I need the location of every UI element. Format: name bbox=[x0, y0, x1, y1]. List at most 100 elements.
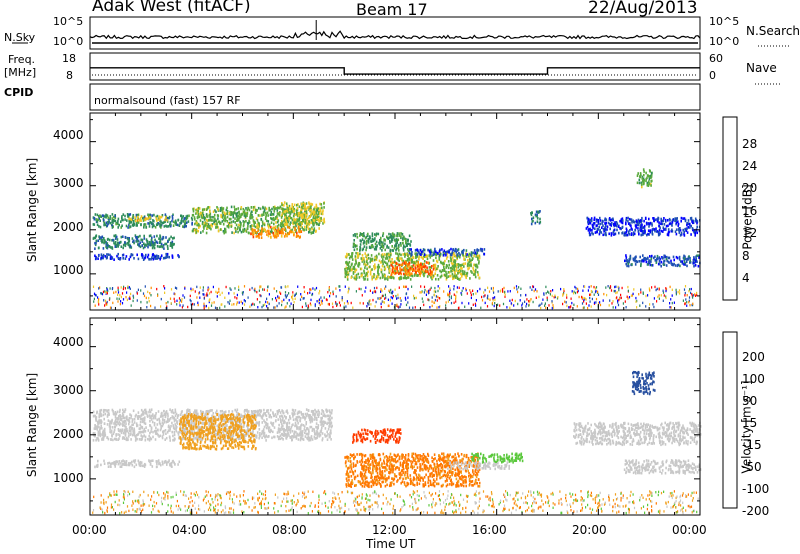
clutter-cell bbox=[543, 293, 545, 296]
echo-cell bbox=[391, 245, 393, 248]
echo-cell bbox=[206, 226, 209, 230]
echo-cell bbox=[216, 206, 218, 209]
echo-cell bbox=[631, 221, 633, 224]
echo-cell bbox=[270, 210, 273, 214]
echo-cell bbox=[384, 277, 386, 281]
echo-cell bbox=[173, 236, 175, 240]
echo-cell bbox=[137, 235, 139, 239]
echo-cell bbox=[121, 224, 123, 228]
clutter-cell bbox=[688, 289, 690, 293]
echo-cell bbox=[210, 219, 213, 222]
clutter-cell bbox=[126, 298, 128, 302]
echo-cell bbox=[445, 257, 448, 260]
echo-cell bbox=[248, 219, 250, 223]
echo-cell bbox=[114, 242, 116, 246]
clutter-cell bbox=[93, 300, 95, 303]
echo-cell bbox=[401, 241, 404, 245]
echo-cell bbox=[457, 263, 460, 266]
echo-cell bbox=[306, 432, 309, 436]
echo-cell bbox=[689, 256, 691, 260]
echo-cell bbox=[320, 423, 322, 426]
echo-cell bbox=[426, 254, 429, 258]
clutter-cell bbox=[431, 304, 433, 308]
echo-cell bbox=[147, 253, 150, 257]
clutter-cell bbox=[616, 291, 618, 294]
echo-cell bbox=[621, 221, 624, 225]
echo-cell bbox=[234, 228, 237, 231]
clutter-cell bbox=[120, 286, 122, 289]
echo-cell bbox=[134, 216, 136, 219]
echo-cell bbox=[363, 258, 365, 262]
echo-cell bbox=[696, 254, 698, 258]
echo-cell bbox=[115, 235, 118, 239]
echo-cell bbox=[391, 238, 394, 241]
echo-cell bbox=[535, 214, 537, 218]
clutter-cell bbox=[326, 298, 328, 302]
clutter-cell bbox=[405, 285, 407, 288]
echo-cell bbox=[679, 227, 681, 230]
clutter-cell bbox=[607, 285, 609, 288]
echo-cell bbox=[539, 210, 541, 213]
echo-cell bbox=[362, 234, 364, 238]
echo-cell bbox=[609, 219, 612, 222]
clutter-cell bbox=[285, 285, 287, 289]
echo-cell bbox=[288, 204, 291, 208]
echo-cell bbox=[459, 264, 462, 267]
echo-cell bbox=[613, 233, 615, 236]
echo-cell bbox=[447, 275, 450, 278]
echo-cell bbox=[274, 225, 277, 229]
echo-cell bbox=[184, 221, 186, 225]
clutter-cell bbox=[479, 287, 481, 291]
echo-cell bbox=[199, 212, 201, 216]
echo-cell bbox=[362, 232, 365, 235]
clutter-cell bbox=[97, 300, 99, 303]
echo-cell bbox=[203, 221, 206, 225]
echo-cell bbox=[445, 264, 448, 267]
echo-cell bbox=[165, 420, 168, 424]
echo-cell bbox=[661, 219, 664, 223]
echo-cell bbox=[309, 215, 311, 218]
echo-cell bbox=[296, 214, 299, 218]
echo-cell bbox=[122, 243, 125, 247]
clutter-cell bbox=[281, 300, 283, 303]
echo-cell bbox=[530, 212, 532, 215]
clutter-cell bbox=[281, 303, 283, 307]
echo-cell bbox=[380, 254, 383, 257]
clutter-cell bbox=[294, 297, 296, 300]
echo-cell bbox=[384, 248, 386, 252]
echo-cell bbox=[632, 233, 635, 237]
echo-cell bbox=[299, 437, 302, 440]
echo-cell bbox=[629, 222, 631, 225]
echo-cell bbox=[635, 255, 637, 259]
echo-cell bbox=[117, 219, 119, 223]
clutter-cell bbox=[198, 292, 200, 295]
echo-cell bbox=[160, 215, 163, 219]
echo-cell bbox=[398, 259, 400, 263]
echo-cell bbox=[221, 216, 224, 219]
echo-cell bbox=[140, 425, 142, 429]
echo-cell bbox=[129, 217, 131, 221]
echo-cell bbox=[314, 206, 316, 209]
echo-cell bbox=[409, 273, 411, 277]
echo-cell bbox=[271, 207, 273, 211]
clutter-cell bbox=[285, 296, 287, 299]
echo-cell bbox=[446, 252, 449, 255]
echo-cell bbox=[243, 220, 246, 224]
echo-cell bbox=[182, 220, 184, 223]
echo-cell bbox=[627, 230, 630, 233]
echo-cell bbox=[347, 265, 350, 268]
clutter-cell bbox=[489, 298, 491, 301]
echo-cell bbox=[131, 433, 134, 437]
echo-cell bbox=[127, 435, 130, 438]
echo-cell bbox=[304, 221, 307, 224]
clutter-cell bbox=[445, 304, 447, 307]
echo-cell bbox=[346, 254, 349, 257]
echo-cell bbox=[243, 423, 245, 427]
clutter-cell bbox=[320, 300, 322, 303]
clutter-cell bbox=[433, 293, 436, 297]
echo-cell bbox=[453, 259, 455, 262]
echo-cell bbox=[428, 266, 431, 269]
echo-cell bbox=[390, 262, 392, 265]
echo-cell bbox=[405, 264, 407, 268]
echo-cell bbox=[357, 262, 360, 266]
